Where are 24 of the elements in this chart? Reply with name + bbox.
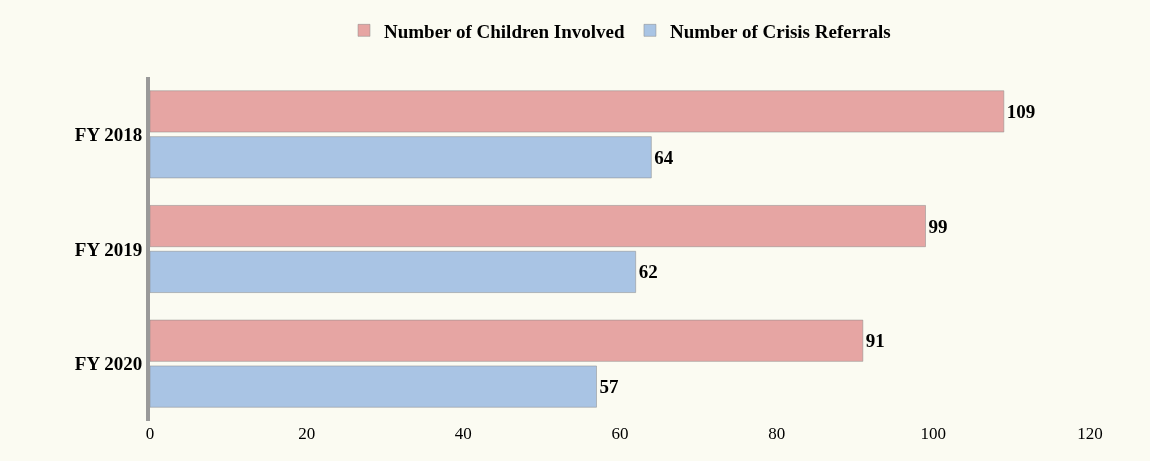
bar	[150, 319, 864, 362]
y-tick-label: FY 2018	[74, 123, 143, 145]
bar	[150, 90, 1005, 133]
legend-label: Number of Children Involved	[384, 20, 625, 42]
data-label: 99	[928, 215, 948, 237]
bar	[150, 365, 597, 408]
data-label: 57	[599, 376, 619, 398]
x-tick-label: 60	[611, 424, 629, 443]
y-tick-label: FY 2019	[74, 238, 143, 260]
bar	[150, 205, 926, 247]
x-tick-label: 120	[1077, 424, 1103, 443]
data-label: 109	[1006, 100, 1036, 122]
data-label: 62	[638, 261, 658, 283]
bar	[150, 136, 652, 179]
y-tick-label: FY 2020	[74, 353, 143, 375]
bar	[150, 251, 636, 293]
x-tick-label: 40	[454, 424, 472, 443]
x-tick-label: 20	[298, 424, 316, 443]
legend-label: Number of Crisis Referrals	[669, 20, 891, 42]
data-label: 91	[865, 330, 885, 352]
x-tick-label: 80	[768, 424, 786, 443]
x-tick-label: 0	[145, 424, 155, 443]
data-label: 64	[654, 146, 674, 168]
x-tick-label: 100	[920, 424, 947, 443]
